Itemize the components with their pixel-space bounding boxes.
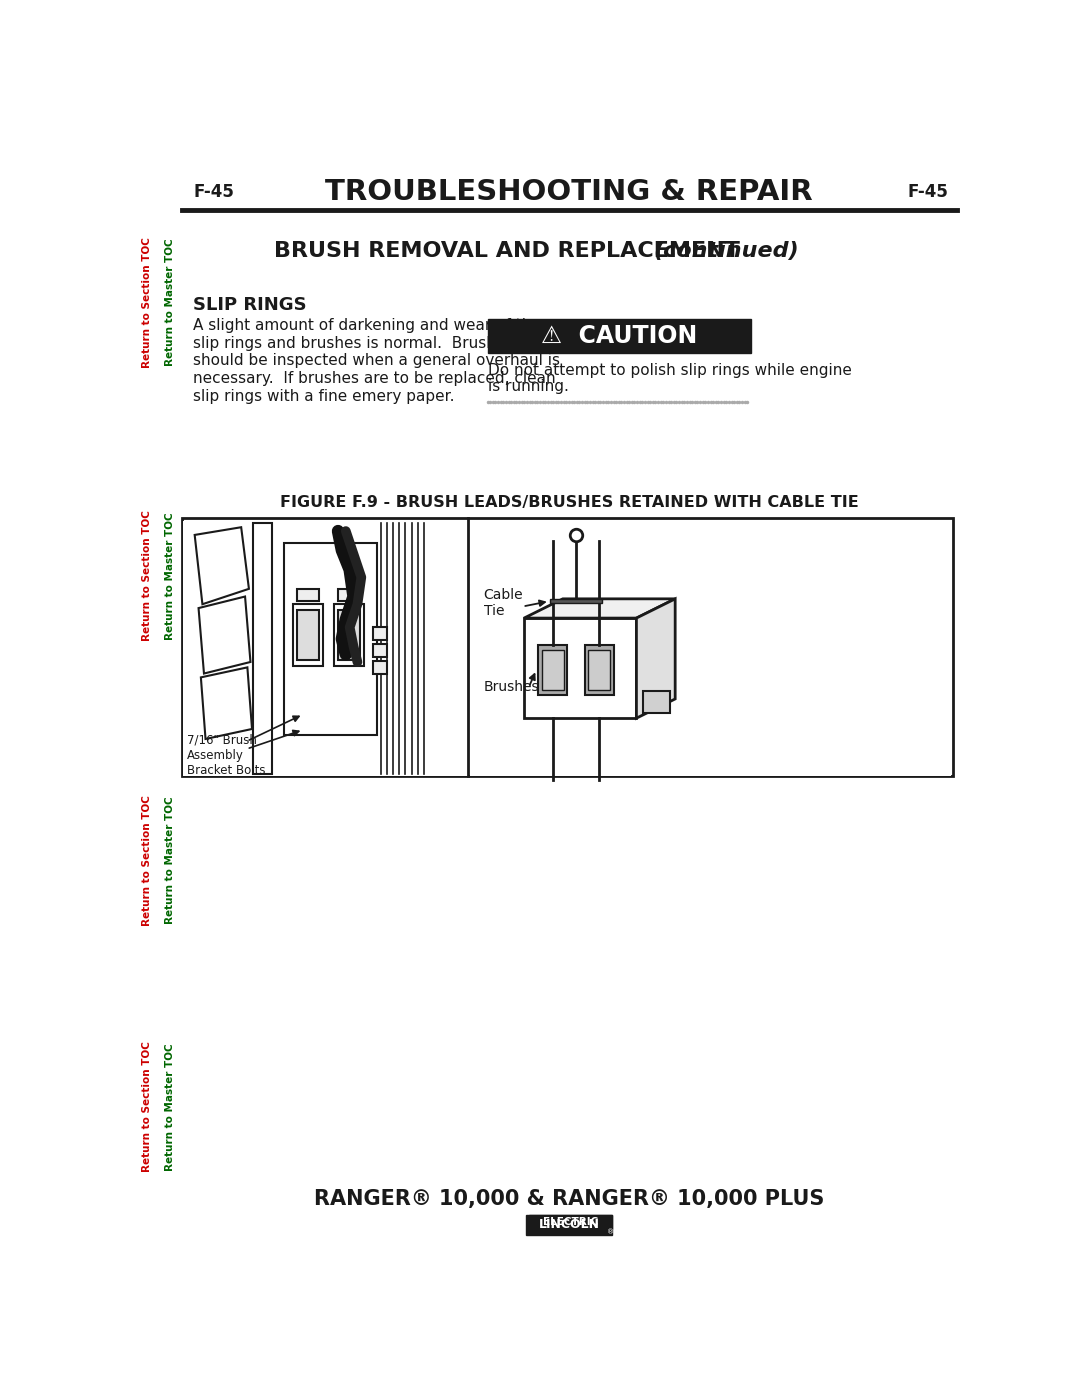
Bar (159, 168, 181, 1243)
Bar (297, 610, 319, 659)
Text: Return to Section TOC: Return to Section TOC (141, 1042, 151, 1172)
Bar (284, 542, 377, 735)
Bar (529, 1215, 611, 1229)
Text: Return to Master TOC: Return to Master TOC (165, 511, 175, 640)
Bar (297, 588, 319, 601)
Bar (538, 645, 567, 696)
Text: Brushes: Brushes (484, 680, 539, 694)
Text: Cable
Tie: Cable Tie (484, 588, 524, 617)
Text: slip rings with a fine emery paper.: slip rings with a fine emery paper. (193, 388, 455, 404)
Bar (470, 521, 951, 775)
Bar (643, 692, 670, 712)
Polygon shape (201, 668, 252, 739)
Text: necessary.  If brushes are to be replaced, clean: necessary. If brushes are to be replaced… (193, 372, 556, 386)
Text: Return to Section TOC: Return to Section TOC (141, 510, 151, 641)
Text: Return to Master TOC: Return to Master TOC (165, 1044, 175, 1171)
Text: A slight amount of darkening and wear of the: A slight amount of darkening and wear of… (193, 319, 541, 332)
Bar (589, 650, 610, 690)
Text: SLIP RINGS: SLIP RINGS (193, 296, 307, 314)
Text: ELECTRIC: ELECTRIC (543, 1217, 598, 1227)
Bar (135, 168, 159, 1243)
Text: RANGER® 10,000 & RANGER® 10,000 PLUS: RANGER® 10,000 & RANGER® 10,000 PLUS (314, 1189, 824, 1210)
Bar (542, 650, 564, 690)
Bar (183, 521, 469, 775)
Text: TROUBLESHOOTING & REPAIR: TROUBLESHOOTING & REPAIR (325, 179, 813, 207)
Polygon shape (636, 599, 675, 718)
Bar (373, 661, 387, 673)
Text: Return to Section TOC: Return to Section TOC (141, 237, 151, 367)
Text: F-45: F-45 (908, 183, 948, 201)
Text: F-45: F-45 (193, 183, 234, 201)
Text: Return to Master TOC: Return to Master TOC (165, 239, 175, 366)
Bar (524, 617, 636, 718)
Bar (373, 627, 387, 640)
Bar (584, 645, 613, 696)
Bar (373, 644, 387, 657)
Bar (526, 1215, 611, 1235)
Text: (continued): (continued) (653, 240, 799, 261)
Bar (550, 599, 603, 604)
Text: slip rings and brushes is normal.  Brushes: slip rings and brushes is normal. Brushe… (193, 335, 513, 351)
Text: Return to Master TOC: Return to Master TOC (165, 796, 175, 925)
Bar (253, 524, 272, 774)
Text: should be inspected when a general overhaul is: should be inspected when a general overh… (193, 353, 561, 369)
Polygon shape (524, 599, 675, 617)
Text: Return to Section TOC: Return to Section TOC (141, 795, 151, 926)
Text: ®: ® (607, 1229, 613, 1235)
Bar (338, 588, 360, 601)
Polygon shape (194, 527, 248, 605)
Bar (338, 610, 360, 659)
Text: LINCOLN: LINCOLN (539, 1218, 599, 1231)
Polygon shape (199, 597, 251, 673)
Text: BRUSH REMOVAL AND REPLACEMENT: BRUSH REMOVAL AND REPLACEMENT (274, 240, 740, 261)
Bar (293, 605, 323, 666)
Text: Do not attempt to polish slip rings while engine: Do not attempt to polish slip rings whil… (488, 363, 851, 377)
Text: 7/16" Brush
Assembly
Bracket Bolts: 7/16" Brush Assembly Bracket Bolts (187, 733, 266, 777)
Text: ⚠  CAUTION: ⚠ CAUTION (541, 324, 698, 348)
Bar (181, 518, 953, 775)
Bar (334, 605, 364, 666)
Text: is running.: is running. (488, 379, 568, 394)
Bar (488, 320, 751, 353)
Text: FIGURE F.9 - BRUSH LEADS/BRUSHES RETAINED WITH CABLE TIE: FIGURE F.9 - BRUSH LEADS/BRUSHES RETAINE… (280, 495, 859, 510)
